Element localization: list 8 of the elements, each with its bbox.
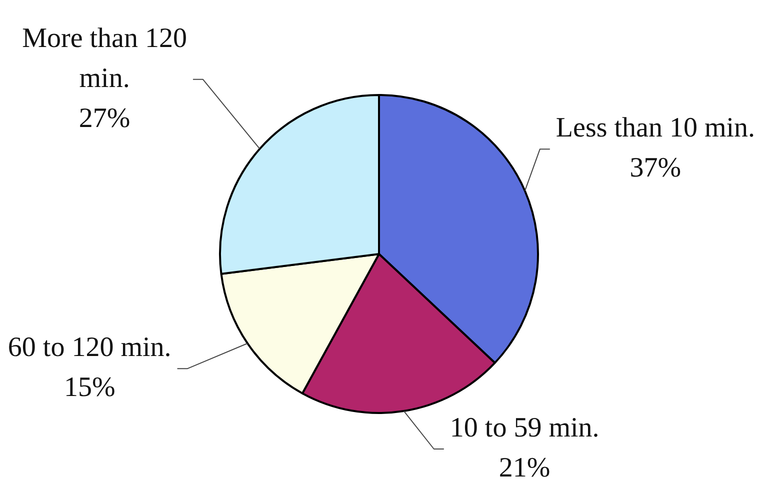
slice-label: 60 to 120 min. [8,332,172,364]
slice-label: Less than 10 min. [556,112,755,144]
data-label: 27% [78,102,130,134]
slice-label: 10 to 59 min. [450,412,600,444]
data-label: 15% [64,372,116,404]
data-label: 21% [498,452,550,484]
slice-label: More than 120 min. [22,22,187,94]
data-label: 37% [630,152,682,184]
